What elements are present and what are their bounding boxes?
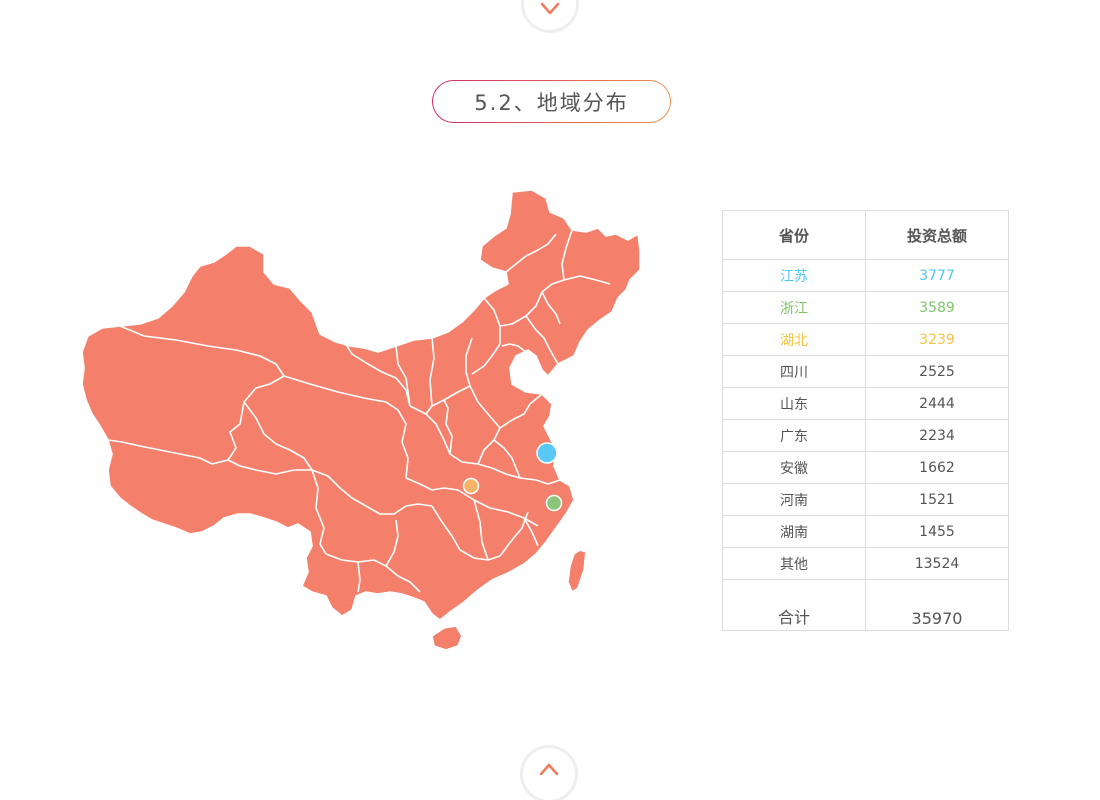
amount-cell: 3239 bbox=[865, 323, 1009, 356]
table-row: 山东 2444 bbox=[722, 387, 1009, 420]
section-title: 5.2、地域分布 bbox=[433, 81, 670, 122]
map-hainan bbox=[431, 625, 463, 651]
amount-cell: 1662 bbox=[865, 451, 1009, 484]
province-cell: 山东 bbox=[722, 387, 866, 420]
table-row: 广东 2234 bbox=[722, 419, 1009, 452]
map-marker-jiangsu bbox=[536, 442, 558, 464]
table-row: 四川 2525 bbox=[722, 355, 1009, 388]
amount-cell: 2525 bbox=[865, 355, 1009, 388]
map-taiwan bbox=[567, 549, 587, 593]
amount-cell: 13524 bbox=[865, 547, 1009, 580]
amount-cell: 1521 bbox=[865, 483, 1009, 516]
header-province: 省份 bbox=[722, 210, 866, 260]
total-amount: 35970 bbox=[865, 579, 1009, 631]
province-cell: 湖南 bbox=[722, 515, 866, 548]
map-mainland bbox=[81, 189, 641, 621]
header-amount: 投资总额 bbox=[865, 210, 1009, 260]
province-cell: 安徽 bbox=[722, 451, 866, 484]
table-header-row: 省份 投资总额 bbox=[722, 210, 1009, 260]
table-row: 浙江 3589 bbox=[722, 291, 1009, 324]
amount-cell: 3777 bbox=[865, 259, 1009, 292]
chevron-down-icon bbox=[540, 2, 560, 15]
table-row: 安徽 1662 bbox=[722, 451, 1009, 484]
province-cell: 其他 bbox=[722, 547, 866, 580]
china-map bbox=[80, 188, 645, 658]
investment-table: 省份 投资总额 江苏 3777 浙江 3589 湖北 3239 四川 2525 … bbox=[722, 210, 1009, 631]
table-row: 江苏 3777 bbox=[722, 259, 1009, 292]
amount-cell: 2444 bbox=[865, 387, 1009, 420]
scroll-prev-button[interactable] bbox=[524, 0, 576, 30]
table-row: 湖北 3239 bbox=[722, 323, 1009, 356]
map-marker-zhejiang bbox=[545, 494, 563, 512]
amount-cell: 2234 bbox=[865, 419, 1009, 452]
province-cell: 四川 bbox=[722, 355, 866, 388]
province-cell: 浙江 bbox=[722, 291, 866, 324]
province-cell: 江苏 bbox=[722, 259, 866, 292]
chevron-up-icon bbox=[539, 763, 559, 776]
table-row: 其他 13524 bbox=[722, 547, 1009, 580]
province-cell: 广东 bbox=[722, 419, 866, 452]
scroll-next-button[interactable] bbox=[523, 748, 575, 800]
china-map-svg bbox=[81, 189, 641, 651]
province-cell: 湖北 bbox=[722, 323, 866, 356]
table-total-row: 合计 35970 bbox=[722, 579, 1009, 631]
amount-cell: 1455 bbox=[865, 515, 1009, 548]
province-borders bbox=[107, 229, 611, 593]
section-title-pill: 5.2、地域分布 bbox=[432, 80, 671, 123]
total-label: 合计 bbox=[722, 579, 866, 631]
table-row: 河南 1521 bbox=[722, 483, 1009, 516]
map-marker-hubei bbox=[462, 477, 480, 495]
table-row: 湖南 1455 bbox=[722, 515, 1009, 548]
province-cell: 河南 bbox=[722, 483, 866, 516]
amount-cell: 3589 bbox=[865, 291, 1009, 324]
